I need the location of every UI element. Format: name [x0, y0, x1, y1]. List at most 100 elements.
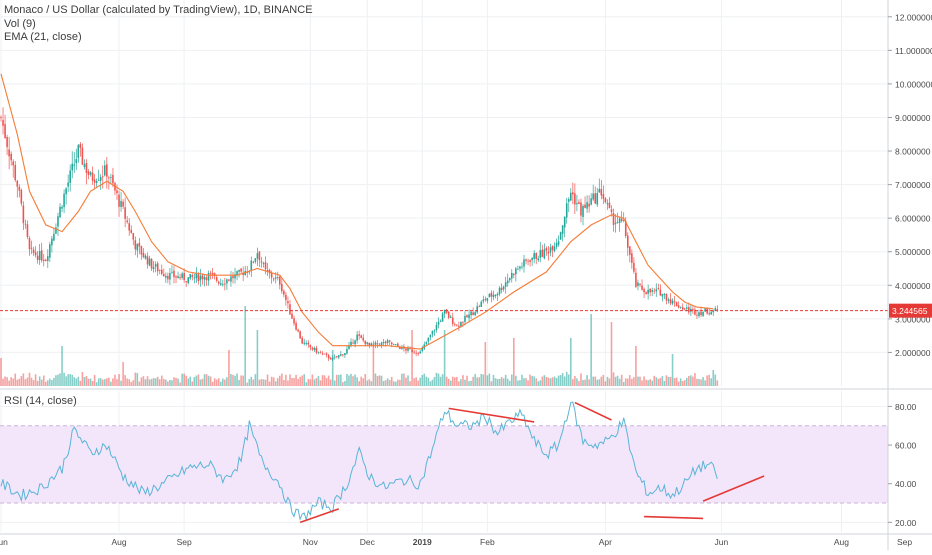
volume-bar	[270, 376, 273, 386]
price-tick-label: 8.000000	[895, 147, 931, 157]
volume-bar	[191, 381, 194, 386]
candle-body	[366, 342, 369, 344]
trendline-layer	[299, 401, 765, 524]
candle-body	[567, 199, 570, 202]
candle-body	[470, 311, 472, 316]
candle-body	[313, 347, 316, 350]
candle-body	[61, 206, 63, 209]
volume-bar	[620, 374, 623, 386]
candle-body	[559, 232, 562, 240]
price-tick-label: 7.000000	[895, 180, 931, 190]
volume-bar	[586, 375, 588, 386]
volume-bar	[108, 377, 110, 386]
volume-bar	[183, 373, 185, 386]
candle-body	[246, 272, 249, 273]
candle-body	[594, 193, 597, 204]
candle-body	[281, 283, 283, 292]
symbol-title[interactable]: Monaco / US Dollar (calculated by Tradin…	[4, 4, 313, 16]
candle-body	[248, 271, 251, 273]
rsi-legend[interactable]: RSI (14, close)	[4, 395, 77, 407]
volume-bar	[38, 376, 41, 386]
rsi-tick-label: 20.00	[895, 518, 917, 528]
volume-bar	[706, 375, 708, 386]
volume-bar	[73, 377, 76, 386]
volume-bar	[47, 380, 49, 386]
volume-bar	[631, 378, 633, 386]
price-tick-label: 10.000000	[895, 79, 932, 89]
volume-bar	[258, 379, 261, 386]
volume-bar	[49, 378, 51, 386]
candle-body	[708, 313, 710, 315]
volume-bar	[8, 380, 10, 386]
ema-legend[interactable]: EMA (21, close)	[4, 31, 82, 43]
candle-body	[193, 277, 196, 279]
candle-body	[222, 283, 224, 285]
volume-bar	[616, 375, 619, 386]
volume-bar	[633, 377, 635, 386]
candle-body	[610, 209, 613, 213]
rsi-tick-label: 60.00	[895, 441, 917, 451]
price-tick-label: 2.000000	[895, 348, 931, 358]
rsi-band-layer	[0, 425, 888, 504]
volume-bar	[346, 373, 348, 386]
candle-body	[211, 272, 214, 275]
volume-bar	[572, 379, 574, 386]
candle-body	[539, 250, 542, 258]
volume-bar	[230, 374, 232, 386]
candle-body	[169, 273, 171, 280]
candle-body	[602, 194, 605, 199]
candle-body	[553, 246, 556, 252]
candle-body	[468, 314, 470, 319]
volume-bar	[427, 377, 430, 386]
volume-bar	[376, 376, 379, 386]
candle-body	[307, 342, 310, 345]
volume-bar	[470, 380, 472, 386]
candle-body	[20, 189, 23, 204]
volume-bar	[319, 380, 322, 386]
candle-body	[456, 324, 458, 326]
candle-body	[547, 251, 550, 254]
candle-body	[570, 192, 572, 201]
volume-bar	[480, 373, 483, 386]
rsi-tick-label: 80.00	[895, 402, 917, 412]
candle-body	[405, 348, 407, 351]
volume-bar	[89, 378, 92, 386]
candle-body	[604, 198, 607, 203]
volume-bar	[462, 375, 464, 386]
candle-body	[392, 343, 395, 345]
candle-body	[106, 164, 108, 177]
candle-body	[364, 340, 367, 345]
candle-body	[262, 262, 265, 264]
candle-body	[16, 180, 19, 187]
candle-body	[24, 223, 27, 225]
volume-bar	[120, 380, 122, 386]
candle-body	[197, 274, 200, 282]
candle-body	[167, 275, 169, 280]
volume-bar	[360, 376, 362, 386]
volume-bar	[708, 374, 710, 386]
volume-bar	[250, 376, 253, 386]
candle-body	[55, 227, 57, 234]
volume-bar	[647, 380, 649, 386]
volume-bar	[626, 378, 629, 386]
time-tick-label: Aug	[834, 537, 849, 547]
volume-legend[interactable]: Vol (9)	[4, 18, 36, 30]
candle-body	[555, 242, 558, 247]
volume-bar	[325, 378, 328, 386]
candle-body	[382, 342, 385, 344]
candle-body	[596, 193, 599, 205]
candle-body	[454, 324, 456, 326]
volume-bar	[18, 378, 21, 386]
volume-bar	[53, 377, 55, 386]
volume-bar	[411, 330, 413, 386]
candle-body	[380, 342, 383, 346]
candle-body	[681, 307, 684, 310]
candle-body	[329, 357, 332, 360]
candle-body	[649, 288, 651, 293]
volume-bar	[653, 375, 656, 386]
volume-bar	[342, 382, 344, 386]
candle-body	[348, 345, 350, 349]
candle-body	[2, 120, 4, 126]
volume-bar	[456, 376, 458, 386]
